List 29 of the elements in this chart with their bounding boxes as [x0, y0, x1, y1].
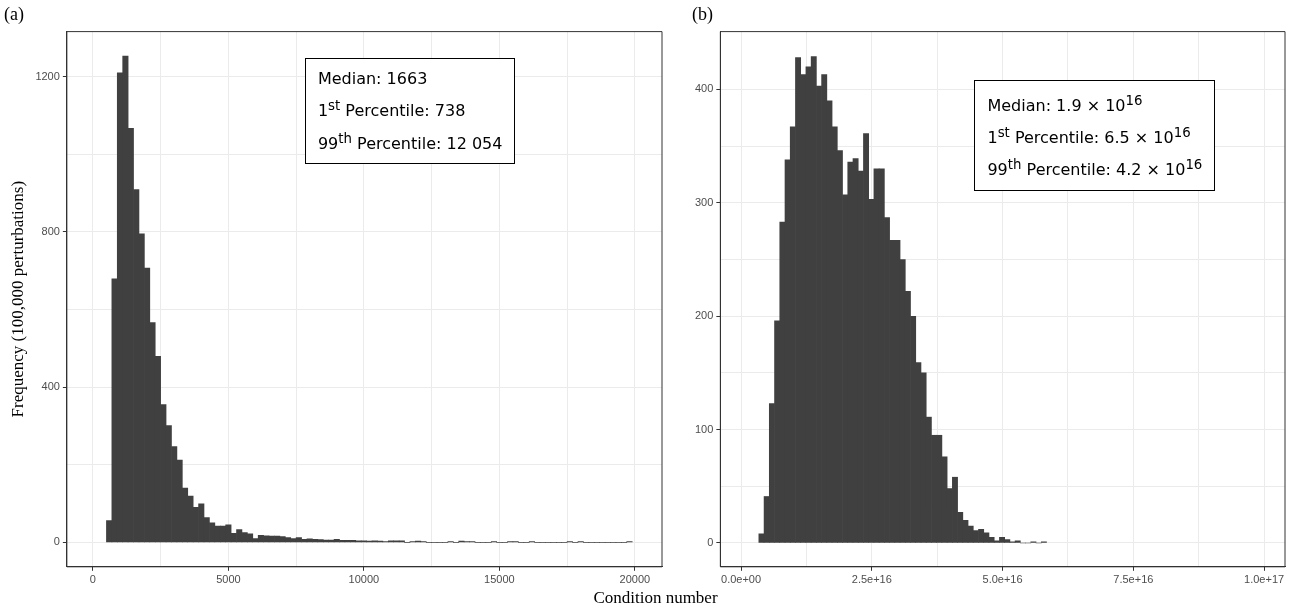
y-tick-label: 300 [694, 195, 714, 208]
x-tick-label: 1.0e+17 [1244, 573, 1285, 586]
chart-title: (a) [4, 3, 24, 25]
annotation: 1$^{st}$ Percentile: 738 [317, 97, 467, 123]
annotation: Median: 1663 [317, 68, 429, 91]
y-axis-title: Frequency (100,000 perturbations) [7, 180, 27, 418]
annotation: 99$^{th}$ Percentile: 4.2 × 10$^{16}$ [987, 156, 1203, 182]
y-tick-label: 0 [707, 536, 714, 549]
y-tick-label: 1200 [35, 69, 60, 82]
x-axis-title: Condition number [592, 588, 719, 608]
x-tick-label: 2.5e+16 [851, 573, 892, 586]
y-tick-label: 0 [53, 535, 60, 548]
x-tick-label: 7.5e+16 [1113, 573, 1154, 586]
x-tick-label: 10000 [348, 573, 380, 586]
annotation: 99$^{th}$ Percentile: 12 054 [317, 129, 503, 155]
y-tick-label: 200 [694, 309, 714, 322]
x-tick-label: 5000 [216, 573, 241, 586]
annotation: 1$^{st}$ Percentile: 6.5 × 10$^{16}$ [987, 124, 1192, 150]
y-tick-label: 800 [41, 224, 60, 237]
y-tick-label: 400 [41, 380, 60, 393]
annotation: Median: 1.9 × 10$^{16}$ [987, 91, 1144, 118]
x-tick-label: 0 [89, 573, 96, 586]
x-tick-label: 20000 [619, 573, 651, 586]
chart-title: (b) [692, 3, 713, 25]
x-tick-label: 5.0e+16 [982, 573, 1023, 586]
y-tick-label: 100 [694, 422, 714, 435]
x-tick-label: 0.0e+00 [721, 573, 762, 586]
y-tick-label: 400 [694, 82, 714, 95]
x-tick-label: 15000 [484, 573, 515, 586]
